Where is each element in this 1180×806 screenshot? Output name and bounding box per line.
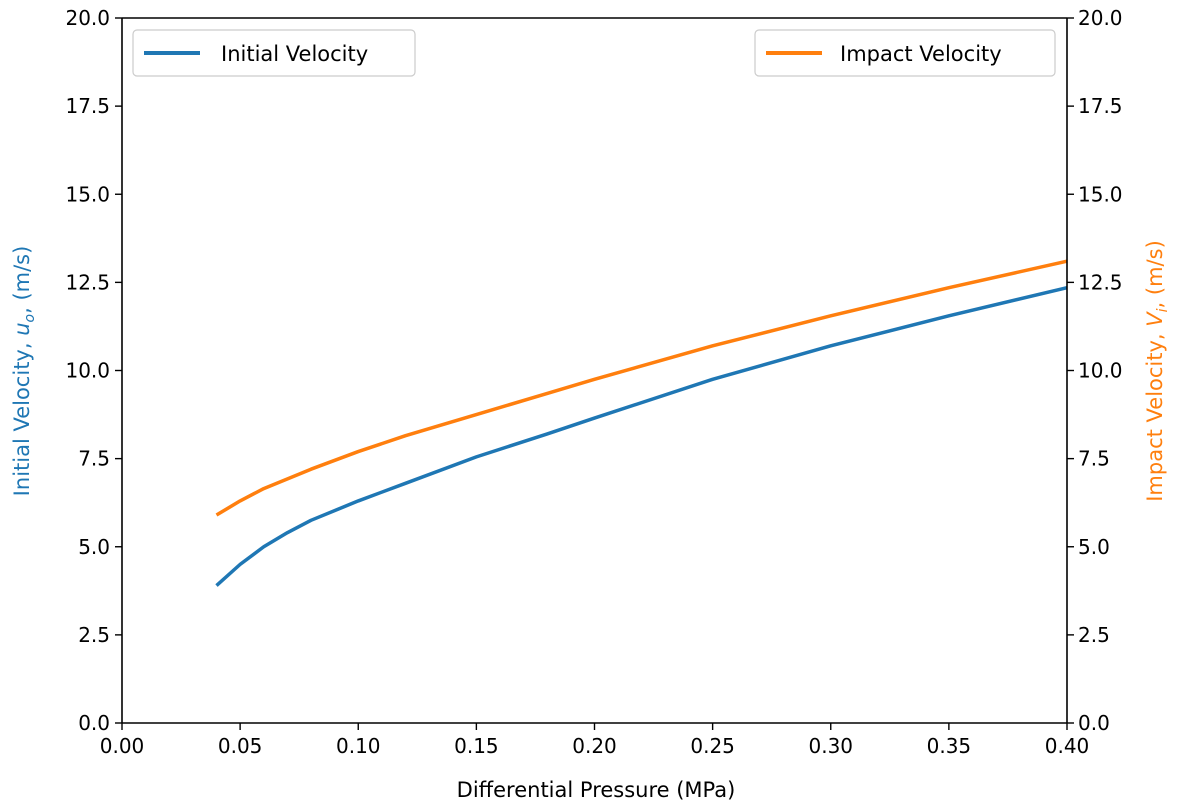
y-left-tick-label: 17.5 — [65, 94, 110, 118]
x-tick-label: 0.10 — [336, 734, 381, 758]
y-left-label-suffix: , (m/s) — [10, 246, 34, 314]
y-axis-right-label: Impact Velocity, Vi, (m/s) — [1143, 240, 1171, 502]
x-tick-label: 0.35 — [927, 734, 972, 758]
x-tick-label: 0.25 — [690, 734, 735, 758]
y-right-tick-label: 17.5 — [1078, 94, 1123, 118]
x-tick-label: 0.20 — [572, 734, 617, 758]
y-left-tick-label: 7.5 — [78, 447, 110, 471]
y-left-tick-label: 0.0 — [78, 711, 110, 735]
y-left-tick-label: 20.0 — [65, 6, 110, 30]
plot-area — [122, 18, 1067, 723]
y-left-tick-label: 10.0 — [65, 359, 110, 383]
legend-box — [132, 29, 416, 77]
y-right-tick-label: 10.0 — [1078, 359, 1123, 383]
y-left-label-symbol: u — [10, 322, 34, 335]
x-tick-label: 0.05 — [218, 734, 263, 758]
y-right-tick-label: 2.5 — [1078, 623, 1110, 647]
plot-background — [122, 18, 1067, 723]
legend-impact-velocity: Impact Velocity — [754, 29, 1056, 77]
y-right-tick-label: 5.0 — [1078, 535, 1110, 559]
y-right-label-prefix: Impact Velocity, — [1143, 327, 1167, 502]
series-line-impact-velocity — [215, 259, 1068, 517]
y-right-tick-label: 12.5 — [1078, 270, 1123, 294]
y-left-tick-label: 2.5 — [78, 623, 110, 647]
y-left-tick-label: 12.5 — [65, 270, 110, 294]
y-axis-left-label: Initial Velocity, uo, (m/s) — [10, 246, 38, 497]
legend-label: Initial Velocity — [221, 42, 368, 66]
series-layer — [215, 259, 1068, 587]
y-right-tick-label: 15.0 — [1078, 182, 1123, 206]
y-right-label-subscript: i — [1155, 308, 1171, 312]
y-right-label-suffix: , (m/s) — [1143, 240, 1167, 308]
x-tick-label: 0.40 — [1045, 734, 1090, 758]
y-right-tick-label: 20.0 — [1078, 6, 1123, 30]
x-tick-label: 0.15 — [454, 734, 499, 758]
legend-label: Impact Velocity — [840, 42, 1002, 66]
x-tick-label: 0.00 — [100, 734, 145, 758]
y-left-label-prefix: Initial Velocity, — [10, 336, 34, 497]
y-right-tick-label: 7.5 — [1078, 447, 1110, 471]
y-left-tick-label: 15.0 — [65, 182, 110, 206]
x-tick-label: 0.30 — [808, 734, 853, 758]
series-line-initial-velocity — [215, 285, 1068, 587]
axes-layer: 0.00 0.05 0.10 0.15 0.20 0.25 0.30 0.35 0.400.02… — [65, 6, 1122, 758]
y-right-tick-label: 0.0 — [1078, 711, 1110, 735]
y-right-label-symbol: V — [1143, 311, 1167, 327]
legend-initial-velocity: Initial Velocity — [132, 29, 416, 77]
x-axis-label: Differential Pressure (MPa) — [457, 778, 736, 802]
legend-box — [754, 29, 1056, 77]
y-left-tick-label: 5.0 — [78, 535, 110, 559]
y-left-label-subscript: o — [22, 314, 38, 323]
